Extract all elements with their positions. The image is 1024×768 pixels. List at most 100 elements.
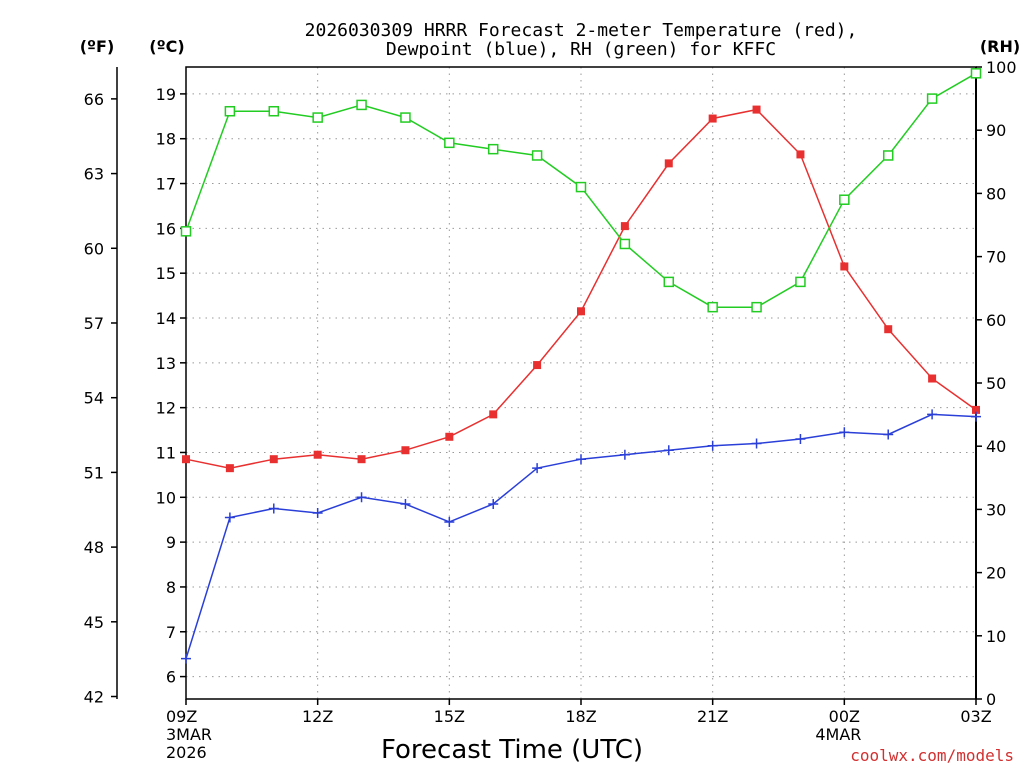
temperature-point xyxy=(664,159,673,168)
dewpoint-point xyxy=(356,492,367,503)
rh-tick-label: 0 xyxy=(986,690,996,709)
dewpoint-point xyxy=(971,411,981,422)
rh-tick-label: 70 xyxy=(986,248,1006,267)
temperature-point xyxy=(708,114,717,123)
dewpoint-point xyxy=(181,653,191,664)
x-tick-label: 00Z xyxy=(829,707,860,726)
fahrenheit-tick-label: 42 xyxy=(84,688,104,707)
rh-tick-label: 80 xyxy=(986,184,1006,203)
rh-point xyxy=(268,105,280,117)
rh-point xyxy=(356,99,367,111)
fahrenheit-tick-label: 66 xyxy=(84,90,104,109)
rh-point xyxy=(224,105,236,117)
celsius-tick-label: 16 xyxy=(156,219,176,238)
axis-ticks-and-labels: 6 7 8 9 10 11 12 13 14 15 16 17 18 19 42 45 48 51 54 57 60 63… xyxy=(84,58,1017,762)
rh-point xyxy=(970,68,982,79)
temperature-point xyxy=(840,262,849,271)
temperature-point xyxy=(752,105,761,114)
rh-point xyxy=(531,150,543,161)
dewpoint-point xyxy=(312,507,323,518)
rh-point xyxy=(444,137,455,149)
data-series xyxy=(180,68,982,664)
rh-point xyxy=(663,276,675,288)
grid-lines xyxy=(186,67,976,699)
fahrenheit-unit-label: (ºF) xyxy=(80,37,115,56)
temperature-point xyxy=(225,464,234,473)
dewpoint-point xyxy=(927,409,938,420)
rh-tick-label: 50 xyxy=(986,374,1006,393)
temperature-point xyxy=(401,446,410,455)
temperature-point xyxy=(182,455,190,464)
x-axis-label: Forecast Time (UTC) xyxy=(381,735,643,765)
dewpoint-point xyxy=(444,516,455,527)
dewpoint-point xyxy=(619,449,630,460)
fahrenheit-tick-label: 57 xyxy=(84,314,104,333)
celsius-tick-label: 12 xyxy=(156,399,176,418)
rh-point xyxy=(751,301,762,313)
celsius-tick-label: 14 xyxy=(156,309,176,328)
rh-tick-label: 40 xyxy=(986,437,1006,456)
rh-tick-label: 10 xyxy=(986,627,1006,646)
dewpoint-point xyxy=(883,429,894,440)
rh-point xyxy=(926,93,938,104)
temperature-point xyxy=(489,410,498,419)
rh-point xyxy=(882,150,894,161)
temperature-point xyxy=(928,374,937,383)
temperature-point xyxy=(533,361,542,370)
dewpoint-point xyxy=(663,445,674,456)
rh-tick-label: 30 xyxy=(986,500,1006,519)
rh-point xyxy=(312,112,323,123)
fahrenheit-tick-label: 54 xyxy=(84,389,104,408)
dewpoint-point xyxy=(488,499,499,510)
dewpoint-point xyxy=(751,438,762,449)
fahrenheit-tick-label: 45 xyxy=(84,613,104,632)
dewpoint-point xyxy=(268,503,279,514)
temperature-point xyxy=(357,455,366,464)
rh-point xyxy=(180,226,192,237)
celsius-tick-label: 6 xyxy=(166,668,176,687)
celsius-tick-label: 19 xyxy=(156,85,176,104)
temperature-point xyxy=(884,325,893,334)
temperature-point xyxy=(313,450,322,459)
rh-point xyxy=(619,238,631,250)
temperature-point xyxy=(577,307,585,316)
credit-text: coolwx.com/models xyxy=(850,746,1014,765)
x-tick-label: 09Z xyxy=(166,707,197,726)
dewpoint-point xyxy=(576,454,586,465)
fahrenheit-tick-label: 48 xyxy=(84,538,104,557)
dewpoint-point xyxy=(532,463,543,474)
celsius-tick-label: 15 xyxy=(156,264,176,283)
celsius-unit-label: (ºC) xyxy=(149,37,184,56)
plot-area-frame xyxy=(185,66,977,700)
celsius-tick-label: 10 xyxy=(156,488,176,507)
dewpoint-point xyxy=(839,427,850,438)
celsius-tick-label: 11 xyxy=(156,443,176,462)
chart-title-line-2: Dewpoint (blue), RH (green) for KFFC xyxy=(386,39,776,60)
fahrenheit-tick-label: 63 xyxy=(84,165,104,184)
temperature-point xyxy=(269,455,278,464)
rh-tick-label: 60 xyxy=(986,311,1006,330)
chart-title-line-1: 2026030309 HRRR Forecast 2-meter Tempera… xyxy=(305,20,858,41)
x-date-subtitle: 2026 xyxy=(166,743,207,762)
rh-tick-label: 20 xyxy=(986,564,1006,583)
dewpoint-point xyxy=(795,434,806,445)
rh-tick-label: 100 xyxy=(986,58,1017,77)
celsius-tick-label: 8 xyxy=(166,578,176,597)
celsius-tick-label: 7 xyxy=(166,623,176,642)
temperature-point xyxy=(620,222,629,231)
fahrenheit-tick-label: 60 xyxy=(84,239,104,258)
celsius-tick-label: 9 xyxy=(166,533,176,552)
x-tick-label: 03Z xyxy=(960,707,991,726)
dewpoint-point xyxy=(400,499,411,510)
rh-point xyxy=(575,181,587,193)
rh-point xyxy=(839,194,850,205)
rh-point xyxy=(795,276,806,288)
celsius-tick-label: 17 xyxy=(156,175,176,194)
x-date-subtitle: 4MAR xyxy=(815,725,861,744)
x-tick-label: 15Z xyxy=(434,707,465,726)
x-tick-label: 21Z xyxy=(697,707,728,726)
rh-point xyxy=(487,143,499,155)
rh-point xyxy=(707,301,718,313)
celsius-tick-label: 13 xyxy=(156,354,176,373)
